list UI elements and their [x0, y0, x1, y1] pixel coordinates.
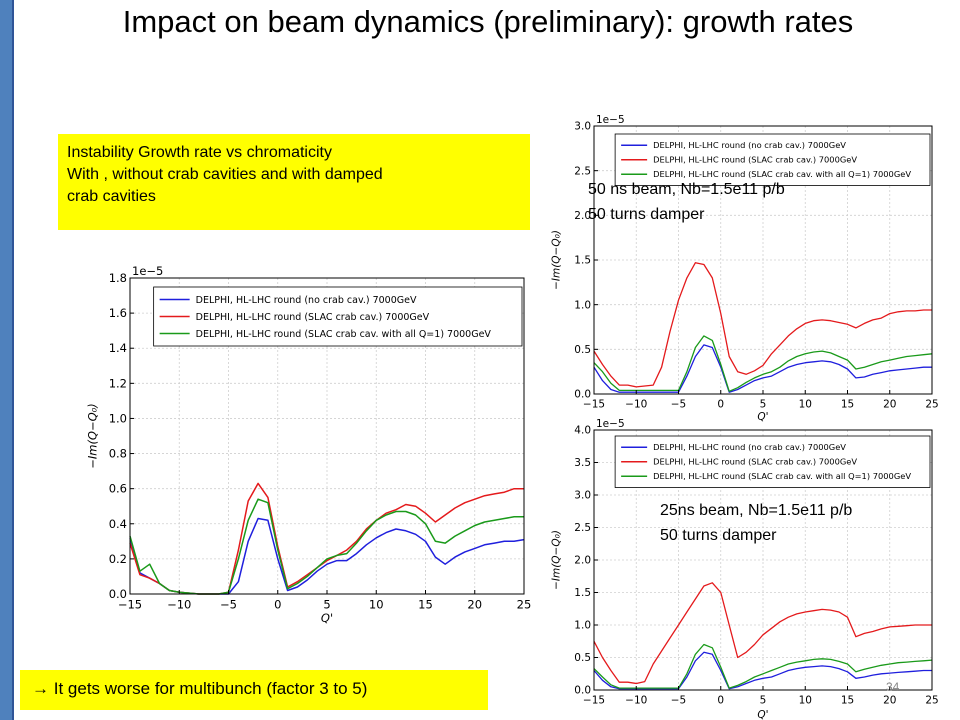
y-tick-label: 1.5	[574, 255, 591, 267]
legend-entry: DELPHI, HL-LHC round (no crab cav.) 7000…	[653, 442, 846, 452]
y-tick-label: 2.0	[574, 555, 591, 567]
x-tick-label: 15	[841, 695, 854, 707]
x-tick-label: 0	[717, 695, 724, 707]
y-tick-label: 0.2	[109, 552, 127, 566]
annotation-25ns-line-1: 25ns beam, Nb=1.5e11 p/b	[660, 502, 853, 519]
slide-title: Impact on beam dynamics (preliminary): g…	[122, 4, 854, 39]
y-tick-label: 0.5	[574, 344, 591, 356]
y-tick-label: 3.0	[574, 121, 591, 133]
x-tick-label: 10	[799, 399, 812, 411]
y-tick-label: 1.5	[574, 587, 591, 599]
y-tick-label: 3.5	[574, 457, 591, 469]
y-tick-label: 1.4	[109, 341, 127, 355]
x-tick-label: −10	[625, 695, 647, 707]
right-arrow-icon: →	[32, 679, 49, 698]
x-tick-label: 5	[760, 695, 767, 707]
x-tick-label: 25	[925, 695, 938, 707]
x-tick-label: −15	[583, 695, 605, 707]
annotation-50ns-line-1: 50 ns beam, Nb=1.5e11 p/b	[588, 181, 785, 198]
legend-entry: DELPHI, HL-LHC round (SLAC crab cav. wit…	[653, 471, 911, 481]
y-tick-label: 1.0	[574, 620, 591, 632]
series-line-blue	[593, 344, 932, 393]
legend-entry: DELPHI, HL-LHC round (SLAC crab cav. wit…	[196, 329, 492, 340]
x-tick-label: 20	[467, 598, 482, 612]
description-line-1: Instability Growth rate vs chromaticity	[67, 144, 332, 161]
x-tick-label: 25	[925, 399, 938, 411]
x-tick-label: 15	[418, 598, 433, 612]
x-tick-label: 10	[799, 695, 812, 707]
series-line-red	[593, 262, 932, 388]
x-tick-label: 20	[883, 695, 896, 707]
legend-entry: DELPHI, HL-LHC round (SLAC crab cav.) 70…	[196, 312, 430, 323]
annotation-25ns: 25ns beam, Nb=1.5e11 p/b 50 turns damper	[660, 498, 852, 548]
x-tick-label: −15	[583, 399, 605, 411]
legend-entry: DELPHI, HL-LHC round (SLAC crab cav.) 70…	[653, 155, 857, 165]
series-line-red	[593, 582, 932, 685]
y-tick-label: 1.2	[109, 376, 127, 390]
y-scale-label: 1e−5	[596, 418, 625, 430]
legend-entry: DELPHI, HL-LHC round (no crab cav.) 7000…	[196, 295, 417, 306]
y-tick-label: 2.5	[574, 165, 591, 177]
x-tick-label: −10	[167, 598, 191, 612]
chart-main: −15 −10 −5 0 5 10 15 20 25 0.0 0.2 0.4 0.6 0.8 1.0 1.2 1…	[86, 264, 532, 624]
x-tick-label: −5	[220, 598, 237, 612]
y-tick-label: 1.6	[109, 306, 127, 320]
x-tick-label: −5	[671, 399, 686, 411]
x-tick-label: 20	[883, 399, 896, 411]
y-scale-label: 1e−5	[132, 264, 163, 278]
chart-top-right: −15 −10 −5 0 5 10 15 20 25 0.0 0.5 1.0 1.5 2.0 2.5 3.0 1…	[551, 114, 939, 422]
y-scale-label: 1e−5	[596, 114, 625, 126]
y-axis-label: −Im(Q−Q₀)	[551, 530, 563, 590]
y-tick-label: 0.0	[109, 587, 127, 601]
left-accent-bar	[0, 0, 14, 720]
legend-entry: DELPHI, HL-LHC round (no crab cav.) 7000…	[653, 140, 846, 150]
legend-entry: DELPHI, HL-LHC round (SLAC crab cav. wit…	[653, 169, 911, 179]
x-axis-label: Q'	[757, 709, 768, 720]
description-line-2: With , without crab cavities and with da…	[67, 166, 383, 183]
y-tick-label: 0.8	[109, 447, 127, 461]
x-tick-label: 15	[841, 399, 854, 411]
x-tick-label: 25	[517, 598, 532, 612]
y-axis-label: −Im(Q−Q₀)	[86, 403, 100, 469]
y-tick-label: 1.0	[109, 411, 127, 425]
x-axis-label: Q'	[321, 611, 333, 624]
y-tick-label: 1.8	[109, 271, 127, 285]
description-box: Instability Growth rate vs chromaticity …	[58, 134, 530, 230]
legend-box	[614, 133, 931, 186]
note-box: → It gets worse for multibunch (factor 3…	[20, 670, 488, 710]
legend-box	[153, 286, 523, 347]
y-tick-label: 2.0	[574, 210, 591, 222]
description-line-3: crab cavities	[67, 188, 156, 205]
legend-entry: DELPHI, HL-LHC round (SLAC crab cav.) 70…	[653, 457, 857, 467]
annotation-50ns: 50 ns beam, Nb=1.5e11 p/b 50 turns dampe…	[588, 177, 785, 227]
y-axis-label: −Im(Q−Q₀)	[551, 230, 563, 290]
y-tick-label: 0.0	[574, 389, 591, 401]
x-tick-label: 5	[323, 598, 330, 612]
y-tick-label: 2.5	[574, 522, 591, 534]
chart-bottom-right: −15 −10 −5 0 5 10 15 20 25 0.0 0.5 1.0 1.5 2.0 2.5 3.0 3…	[551, 418, 939, 720]
x-tick-label: −15	[118, 598, 142, 612]
series-line-green	[593, 643, 933, 689]
y-tick-label: 3.0	[574, 490, 591, 502]
y-tick-label: 0.6	[109, 482, 127, 496]
x-tick-label: 10	[369, 598, 384, 612]
y-tick-label: 0.4	[109, 517, 127, 531]
annotation-25ns-line-2: 50 turns damper	[660, 527, 777, 544]
x-tick-label: −5	[671, 695, 686, 707]
x-axis-label: Q'	[757, 411, 768, 422]
legend-box	[614, 435, 931, 488]
series-line-green	[593, 335, 933, 392]
note-text: It gets worse for multibunch (factor 3 t…	[53, 679, 368, 698]
y-tick-label: 1.0	[574, 299, 591, 311]
x-tick-label: 0	[274, 598, 281, 612]
y-tick-label: 4.0	[574, 425, 591, 437]
slide-number: 34	[886, 680, 900, 694]
x-tick-label: 5	[760, 399, 767, 411]
x-tick-label: 0	[717, 399, 724, 411]
y-tick-label: 0.0	[574, 685, 591, 697]
annotation-50ns-line-2: 50 turns damper	[588, 206, 705, 223]
x-tick-label: −10	[625, 399, 647, 411]
y-tick-label: 0.5	[574, 652, 591, 664]
